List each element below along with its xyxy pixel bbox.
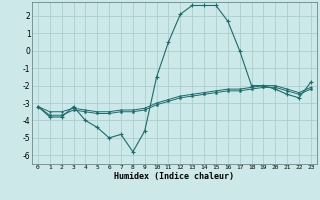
X-axis label: Humidex (Indice chaleur): Humidex (Indice chaleur) [115,172,234,181]
